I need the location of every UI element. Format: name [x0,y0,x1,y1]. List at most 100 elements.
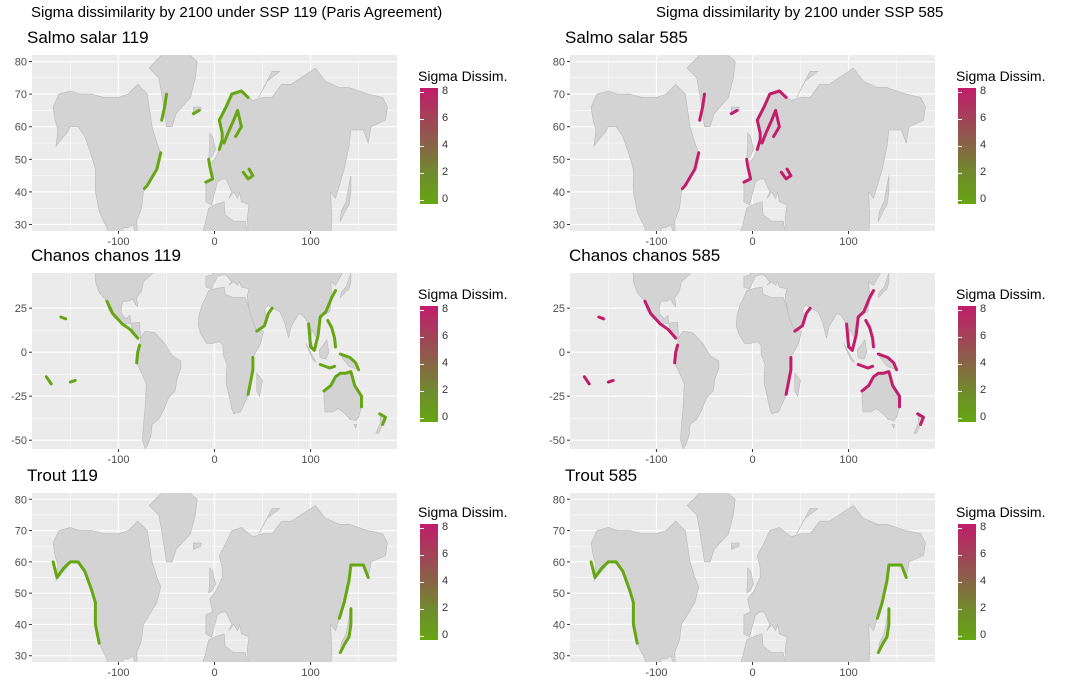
y-tick-label: 50 [15,154,27,166]
legend-title: Sigma Dissim. [956,504,1045,520]
x-tick-label: 100 [839,667,857,679]
y-tick-label: -25 [11,391,27,403]
legend-tick-mark [958,528,962,529]
legend-tick-label: 0 [442,193,448,205]
legend-tick-label: 6 [442,112,448,124]
y-tick-label: -25 [549,391,565,403]
legend-tick-label: 6 [442,548,448,560]
y-tick-label: 0 [559,347,565,359]
legend-tick-mark [958,310,962,311]
legend-tick-label: 6 [980,112,986,124]
legend-tick-label: 8 [442,303,448,315]
legend-title: Sigma Dissim. [956,68,1045,84]
legend-tick-label: 4 [980,357,986,369]
legend-tick-mark [420,418,424,419]
legend-tick-label: 2 [980,602,986,614]
legend-title: Sigma Dissim. [418,286,507,302]
y-tick-label: 50 [553,154,565,166]
legend-tick-label: 0 [980,193,986,205]
habitat-cells [61,317,66,319]
y-tick-label: 60 [15,557,27,569]
legend-tick-mark [958,636,962,637]
y-tick-label: 40 [553,187,565,199]
x-tick-label: 0 [211,667,217,679]
legend-tick-mark [420,391,424,392]
legend-title: Sigma Dissim. [418,504,507,520]
legend-tick-label: 8 [980,85,986,97]
legend-tick-mark [958,609,962,610]
y-tick-label: 25 [553,303,565,315]
legend-tick-mark [958,391,962,392]
y-tick-label: 30 [15,651,27,663]
legend-tick-mark [958,582,962,583]
legend-tick-mark [420,555,424,556]
x-tick-label: -100 [645,454,667,466]
y-tick-label: 80 [553,57,565,69]
legend-tick-mark [958,200,962,201]
x-tick-label: -100 [107,667,129,679]
y-tick-label: 60 [553,557,565,569]
legend-tick-mark [420,119,424,120]
legend-tick-label: 2 [980,384,986,396]
legend-tick-label: 6 [442,330,448,342]
legend-tick-mark [420,146,424,147]
habitat-cells [599,317,604,319]
legend-tick-label: 8 [980,303,986,315]
legend-tick-label: 4 [980,139,986,151]
y-tick-label: 80 [15,494,27,506]
legend-tick-mark [420,173,424,174]
legend-tick-mark [958,92,962,93]
y-tick-label: 60 [15,122,27,134]
y-tick-label: 60 [553,122,565,134]
legend-tick-label: 0 [442,629,448,641]
legend-tick-mark [958,146,962,147]
y-tick-label: -50 [11,435,27,447]
y-tick-label: 40 [15,619,27,631]
y-tick-label: 70 [15,526,27,538]
y-tick-label: 30 [553,651,565,663]
y-tick-label: 40 [553,619,565,631]
legend-tick-mark [958,418,962,419]
y-tick-label: 30 [15,219,27,231]
legend-tick-label: 2 [442,602,448,614]
y-tick-label: 80 [553,494,565,506]
legend-tick-label: 8 [442,85,448,97]
y-tick-label: 70 [553,526,565,538]
legend-tick-label: 2 [442,166,448,178]
x-tick-label: 100 [839,454,857,466]
legend-tick-label: 4 [442,357,448,369]
legend-tick-label: 0 [442,411,448,423]
legend-tick-mark [420,636,424,637]
legend-tick-label: 0 [980,411,986,423]
x-tick-label: -100 [107,454,129,466]
legend-tick-mark [958,555,962,556]
y-tick-label: 70 [553,89,565,101]
land-polygon [209,250,216,264]
legend-tick-mark [420,364,424,365]
x-tick-label: 100 [301,667,319,679]
x-tick-label: 0 [211,454,217,466]
legend-tick-mark [958,119,962,120]
legend-tick-mark [420,582,424,583]
legend-tick-label: 0 [980,629,986,641]
habitat-cells [70,380,75,382]
y-tick-label: 70 [15,89,27,101]
legend-tick-mark [420,528,424,529]
legend-tick-mark [420,92,424,93]
x-tick-label: 100 [301,454,319,466]
y-tick-label: 50 [553,588,565,600]
legend-tick-label: 6 [980,330,986,342]
y-tick-label: 80 [15,57,27,69]
legend-tick-label: 4 [980,575,986,587]
y-tick-label: 25 [15,303,27,315]
y-tick-label: 30 [553,219,565,231]
